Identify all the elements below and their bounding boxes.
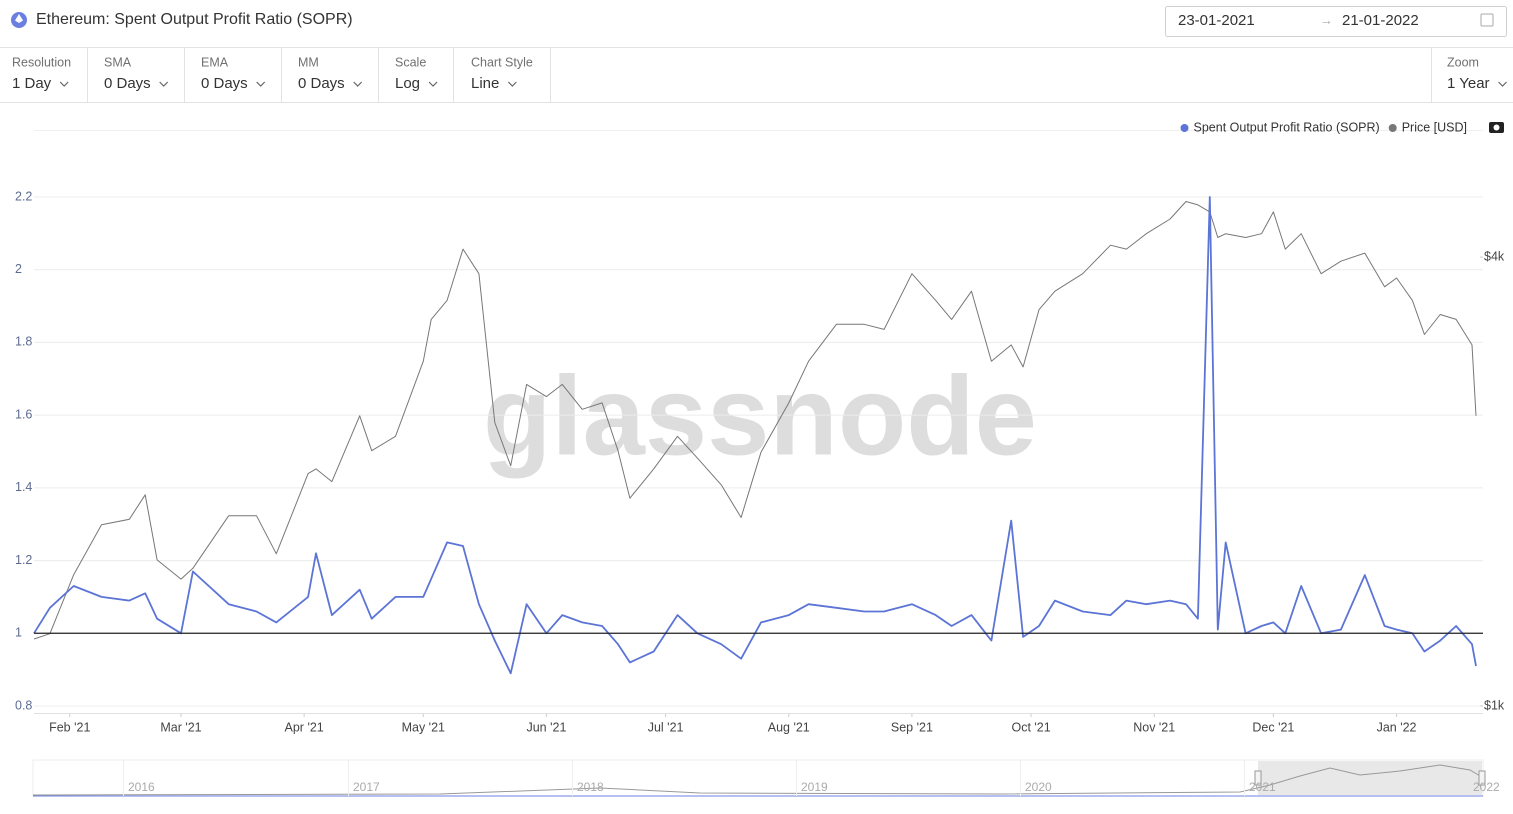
x-tick-label: Feb '21 (49, 720, 90, 734)
navigator-line (32, 764, 1481, 796)
navigator-year: 2021 (1249, 780, 1276, 794)
zoom-label: Zoom (1447, 55, 1479, 69)
x-tick-label: Dec '21 (1252, 720, 1294, 734)
chevron[interactable] (507, 81, 517, 87)
x-tick-label: May '21 (402, 720, 445, 734)
legend-marker[interactable] (1180, 124, 1189, 132)
arrow: → (1320, 12, 1333, 27)
control-value[interactable]: 0 Days (201, 75, 248, 92)
control-label: MM (298, 55, 319, 69)
navigator-year: 2018 (577, 780, 604, 794)
x-tick-label: Nov '21 (1133, 720, 1175, 734)
watermark: glassnode (483, 354, 1037, 479)
navigator-handle[interactable] (1254, 770, 1262, 786)
y-tick-label: 0.8 (15, 698, 32, 712)
legend-label[interactable]: Price [USD] (1402, 120, 1467, 134)
y-tick-label: 2.2 (15, 189, 32, 203)
control-value[interactable]: 1 Day (12, 75, 52, 92)
zoom-value[interactable]: 1 Year (1447, 75, 1490, 92)
series-line (33, 196, 1477, 675)
y-tick-label: 2 (15, 262, 22, 276)
x-tick-label: Apr '21 (285, 720, 324, 734)
chevron[interactable] (59, 81, 69, 87)
x-tick-label: Jan '22 (1377, 720, 1417, 734)
navigator-year: 2020 (1025, 780, 1052, 794)
y-tick-label: 1.8 (15, 335, 32, 349)
navigator-year: 2022 (1473, 780, 1500, 794)
control-label: Scale (395, 55, 426, 69)
y-tick-label: 1 (15, 626, 22, 640)
x-tick-label: Jul '21 (648, 720, 684, 734)
control-label: EMA (201, 55, 229, 69)
date-range[interactable] (1165, 6, 1507, 37)
y-tick-label: 1.4 (15, 480, 32, 494)
x-tick-label: Aug '21 (768, 720, 810, 734)
navigator-selection[interactable] (1258, 761, 1482, 795)
calendar-icon[interactable] (1480, 13, 1494, 27)
x-tick-label: Mar '21 (160, 720, 201, 734)
x-tick-label: Sep '21 (891, 720, 933, 734)
chevron[interactable] (1498, 81, 1507, 87)
control-value[interactable]: 0 Days (298, 75, 345, 92)
control-value[interactable]: 0 Days (104, 75, 151, 92)
y-tick-label: 1.6 (15, 407, 32, 421)
navigator-year: 2016 (128, 780, 155, 794)
control-label: Resolution (12, 55, 71, 69)
y-tick-label: 1.2 (15, 553, 32, 567)
page-title: Ethereum: Spent Output Profit Ratio (SOP… (36, 11, 353, 28)
navigator-handle[interactable] (1478, 770, 1486, 786)
chevron[interactable] (353, 81, 363, 87)
chevron[interactable] (256, 81, 266, 87)
eth-glyph (15, 14, 23, 23)
y2-tick-label: $4k (1484, 249, 1505, 263)
camera-lens (1493, 124, 1500, 131)
control-label: SMA (104, 55, 132, 69)
navigator-year: 2019 (801, 780, 828, 794)
date-to[interactable]: 21-01-2022 (1342, 12, 1419, 29)
control-label: Chart Style (471, 55, 533, 69)
legend-label[interactable]: Spent Output Profit Ratio (SOPR) (1194, 120, 1380, 134)
x-tick-label: Jun '21 (526, 720, 566, 734)
x-tick-label: Oct '21 (1011, 720, 1050, 734)
date-from[interactable]: 23-01-2021 (1178, 12, 1255, 29)
chevron[interactable] (428, 81, 438, 87)
series-line (33, 201, 1477, 640)
control-value[interactable]: Log (395, 75, 420, 92)
navigator-year: 2017 (353, 780, 380, 794)
y2-tick-label: $1k (1484, 698, 1505, 712)
chevron[interactable] (159, 81, 169, 87)
legend-marker[interactable] (1388, 124, 1397, 132)
control-value[interactable]: Line (471, 75, 499, 92)
